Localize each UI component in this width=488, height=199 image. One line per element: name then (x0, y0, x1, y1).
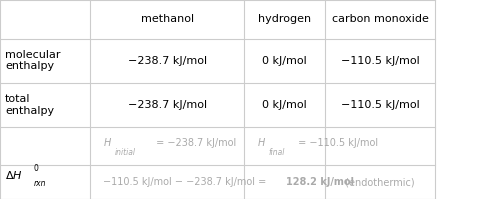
Text: methanol: methanol (141, 14, 194, 24)
Text: −238.7 kJ/mol: −238.7 kJ/mol (128, 100, 206, 110)
Text: total
enthalpy: total enthalpy (5, 94, 54, 116)
Text: final: final (268, 148, 284, 157)
Text: 0: 0 (33, 164, 38, 173)
Text: $\it{H}$: $\it{H}$ (102, 136, 112, 148)
Text: initial: initial (114, 148, 135, 157)
Text: $\Delta\it{H}$: $\Delta\it{H}$ (5, 169, 22, 181)
Text: −110.5 kJ/mol − −238.7 kJ/mol =: −110.5 kJ/mol − −238.7 kJ/mol = (102, 177, 268, 187)
Text: −238.7 kJ/mol: −238.7 kJ/mol (128, 56, 206, 66)
Text: rxn: rxn (33, 179, 46, 188)
Text: −110.5 kJ/mol: −110.5 kJ/mol (340, 100, 419, 110)
Text: = −238.7 kJ/mol: = −238.7 kJ/mol (152, 138, 235, 148)
Text: 128.2 kJ/mol: 128.2 kJ/mol (285, 177, 353, 187)
Text: = −110.5 kJ/mol: = −110.5 kJ/mol (295, 138, 378, 148)
Text: carbon monoxide: carbon monoxide (331, 14, 428, 24)
Text: −110.5 kJ/mol: −110.5 kJ/mol (340, 56, 419, 66)
Text: (endothermic): (endothermic) (342, 177, 414, 187)
Text: $\it{H}$: $\it{H}$ (256, 136, 265, 148)
Text: hydrogen: hydrogen (258, 14, 311, 24)
Text: 0 kJ/mol: 0 kJ/mol (262, 56, 306, 66)
Text: molecular
enthalpy: molecular enthalpy (5, 50, 60, 71)
Text: 0 kJ/mol: 0 kJ/mol (262, 100, 306, 110)
